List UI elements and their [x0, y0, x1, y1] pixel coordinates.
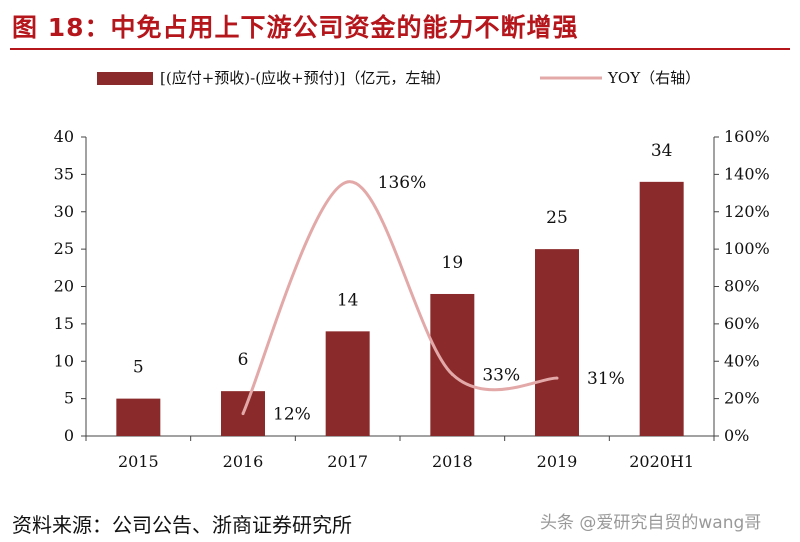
yoy-value-label: 31%	[587, 369, 625, 389]
right-tick-label: 120%	[724, 202, 770, 221]
page-title: 图 18：中免占用上下游公司资金的能力不断增强	[12, 13, 579, 42]
watermark: 头条 @爱研究自贸的wang哥	[540, 513, 762, 533]
left-tick-label: 30	[54, 202, 74, 221]
left-tick-label: 0	[64, 426, 74, 445]
bar-value-label: 6	[238, 350, 249, 370]
left-tick-label: 15	[54, 314, 74, 333]
right-tick-label: 80%	[724, 277, 760, 296]
bar-value-label: 19	[442, 253, 464, 273]
yoy-value-label: 33%	[482, 365, 520, 385]
bar-value-label: 25	[546, 208, 568, 228]
bar-2018	[430, 293, 475, 436]
right-tick-label: 60%	[724, 314, 760, 333]
right-tick-label: 40%	[724, 351, 760, 370]
axes: 0 5 10 15 20 25 30 35 40 0% 20% 40% 60% 80% 100% 120% 14…	[54, 127, 770, 471]
legend-bar-label: [(应付+预收)-(应收+预付)]（亿元，左轴）	[160, 69, 450, 87]
legend-bar-swatch	[97, 72, 153, 85]
bar-2017	[325, 331, 370, 436]
left-tick-label: 5	[64, 389, 74, 408]
bar-value-label: 34	[651, 141, 673, 161]
source-note: 资料来源：公司公告、浙商证券研究所	[12, 513, 352, 537]
left-tick-label: 20	[54, 277, 74, 296]
x-tick-label: 2019	[537, 452, 578, 471]
x-tick-label: 2015	[118, 452, 159, 471]
left-tick-label: 10	[54, 351, 74, 370]
x-tick-label: 2020H1	[629, 452, 694, 471]
yoy-line-series	[241, 180, 559, 416]
yoy-value-label: 136%	[378, 173, 427, 193]
right-tick-label: 20%	[724, 389, 760, 408]
left-tick-label: 35	[54, 164, 74, 183]
data-labels: 5 6 14 19 25 34 12% 136% 33% 31%	[133, 141, 673, 425]
x-tick-label: 2017	[327, 452, 368, 471]
yoy-point-2016	[241, 412, 245, 416]
right-tick-label: 140%	[724, 164, 770, 183]
legend-line-label: YOY（右轴）	[607, 69, 700, 87]
bar-2020H1	[639, 181, 684, 436]
title-underline	[10, 48, 790, 50]
left-tick-label: 25	[54, 239, 74, 258]
bar-2015	[116, 398, 161, 436]
right-tick-label: 160%	[724, 127, 770, 146]
right-tick-label: 0%	[724, 426, 749, 445]
right-tick-label: 100%	[724, 239, 770, 258]
yoy-point-2017	[346, 180, 350, 184]
bar-value-label: 5	[133, 358, 144, 378]
yoy-point-2019	[555, 376, 559, 380]
x-tick-label: 2018	[432, 452, 473, 471]
x-tick-label: 2016	[223, 452, 264, 471]
legend: [(应付+预收)-(应收+预付)]（亿元，左轴） YOY（右轴）	[97, 69, 700, 87]
bar-series	[116, 181, 684, 436]
bar-value-label: 14	[337, 290, 359, 310]
bar-2019	[535, 249, 579, 436]
yoy-line	[241, 180, 558, 415]
yoy-point-2018	[450, 372, 454, 376]
yoy-value-label: 12%	[273, 405, 311, 425]
left-tick-label: 40	[54, 127, 74, 146]
